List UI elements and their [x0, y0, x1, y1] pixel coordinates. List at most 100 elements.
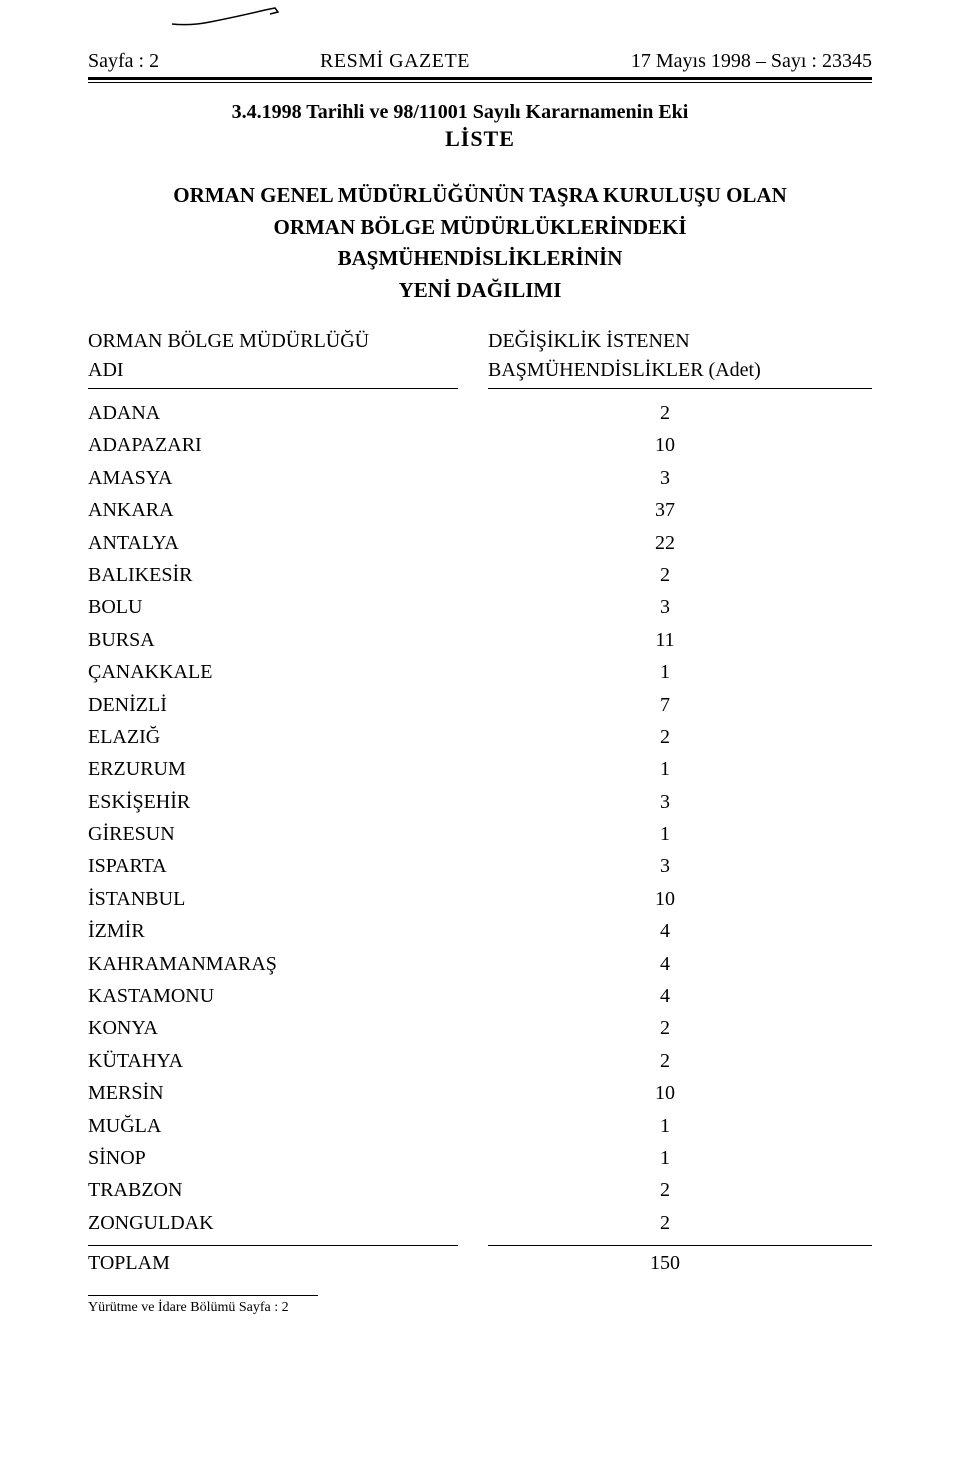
table-row: ADANA2: [88, 397, 872, 429]
province-name: KONYA: [88, 1012, 458, 1044]
main-title-line: ORMAN BÖLGE MÜDÜRLÜKLERİNDEKİ: [88, 212, 872, 244]
province-name: BURSA: [88, 624, 458, 656]
table-row: İZMİR4: [88, 915, 872, 947]
province-name: ELAZIĞ: [88, 721, 458, 753]
province-value: 1: [458, 753, 872, 785]
province-name: İSTANBUL: [88, 883, 458, 915]
liste-title: LİSTE: [88, 126, 872, 152]
province-name: GİRESUN: [88, 818, 458, 850]
province-name: AMASYA: [88, 462, 458, 494]
table-row: ESKİŞEHİR3: [88, 786, 872, 818]
province-value: 22: [458, 527, 872, 559]
table-row: ÇANAKKALE1: [88, 656, 872, 688]
main-title: ORMAN GENEL MÜDÜRLÜĞÜNÜN TAŞRA KURULUŞU …: [88, 180, 872, 306]
province-value: 2: [458, 1174, 872, 1206]
column-header-rule: [88, 388, 872, 389]
page-number-label: Sayfa : 2: [88, 50, 159, 73]
province-value: 2: [458, 559, 872, 591]
province-name: SİNOP: [88, 1142, 458, 1174]
main-title-line: BAŞMÜHENDİSLİKLERİNİN: [88, 243, 872, 275]
province-value: 7: [458, 689, 872, 721]
table-row: GİRESUN1: [88, 818, 872, 850]
table-row: ANTALYA22: [88, 527, 872, 559]
province-name: ESKİŞEHİR: [88, 786, 458, 818]
table-row: KÜTAHYA2: [88, 1045, 872, 1077]
table-row: AMASYA3: [88, 462, 872, 494]
province-name: ANKARA: [88, 494, 458, 526]
province-value: 2: [458, 1012, 872, 1044]
province-value: 2: [458, 397, 872, 429]
table-row: ANKARA37: [88, 494, 872, 526]
decree-subtitle: 3.4.1998 Tarihli ve 98/11001 Sayılı Kara…: [48, 101, 872, 124]
province-name: ERZURUM: [88, 753, 458, 785]
province-name: MERSİN: [88, 1077, 458, 1109]
total-value: 150: [458, 1252, 872, 1275]
province-value: 10: [458, 429, 872, 461]
date-issue: 17 Mayıs 1998 – Sayı : 23345: [631, 50, 872, 73]
province-value: 3: [458, 850, 872, 882]
main-title-line: ORMAN GENEL MÜDÜRLÜĞÜNÜN TAŞRA KURULUŞU …: [88, 180, 872, 212]
province-name: ÇANAKKALE: [88, 656, 458, 688]
province-value: 3: [458, 591, 872, 623]
column-headers-row2: ADI BAŞMÜHENDİSLİKLER (Adet): [88, 359, 872, 382]
table-row: ISPARTA3: [88, 850, 872, 882]
total-rule: [88, 1245, 872, 1246]
table-row: MERSİN10: [88, 1077, 872, 1109]
province-value: 37: [458, 494, 872, 526]
total-row: TOPLAM 150: [88, 1252, 872, 1275]
page-header: Sayfa : 2 RESMİ GAZETE 17 Mayıs 1998 – S…: [88, 50, 872, 73]
table-row: MUĞLA1: [88, 1110, 872, 1142]
province-value: 3: [458, 786, 872, 818]
province-name: ZONGULDAK: [88, 1207, 458, 1239]
province-name: DENİZLİ: [88, 689, 458, 721]
table-row: SİNOP1: [88, 1142, 872, 1174]
table-row: BOLU3: [88, 591, 872, 623]
province-name: MUĞLA: [88, 1110, 458, 1142]
table-row: KAHRAMANMARAŞ4: [88, 948, 872, 980]
column-header-left-line2: ADI: [88, 359, 458, 382]
table-row: ERZURUM1: [88, 753, 872, 785]
province-value: 11: [458, 624, 872, 656]
province-name: KASTAMONU: [88, 980, 458, 1012]
province-value: 2: [458, 1207, 872, 1239]
table-row: ZONGULDAK2: [88, 1207, 872, 1239]
province-name: TRABZON: [88, 1174, 458, 1206]
province-value: 4: [458, 915, 872, 947]
province-name: İZMİR: [88, 915, 458, 947]
main-title-line: YENİ DAĞILIMI: [88, 275, 872, 307]
province-value: 2: [458, 1045, 872, 1077]
province-name: KAHRAMANMARAŞ: [88, 948, 458, 980]
province-value: 10: [458, 883, 872, 915]
province-name: KÜTAHYA: [88, 1045, 458, 1077]
footer-text: Yürütme ve İdare Bölümü Sayfa : 2: [88, 1300, 872, 1316]
column-headers-row1: ORMAN BÖLGE MÜDÜRLÜĞÜ DEĞİŞİKLİK İSTENEN: [88, 330, 872, 353]
table-row: İSTANBUL10: [88, 883, 872, 915]
gazette-name: RESMİ GAZETE: [320, 50, 470, 73]
province-value: 1: [458, 818, 872, 850]
table-row: BALIKESİR2: [88, 559, 872, 591]
province-value: 1: [458, 656, 872, 688]
column-header-right-line1: DEĞİŞİKLİK İSTENEN: [458, 330, 872, 353]
province-value: 2: [458, 721, 872, 753]
footer-rule: [88, 1295, 318, 1296]
table-row: DENİZLİ7: [88, 689, 872, 721]
table-row: BURSA11: [88, 624, 872, 656]
province-name: BOLU: [88, 591, 458, 623]
handwritten-mark: [170, 6, 290, 30]
province-value: 10: [458, 1077, 872, 1109]
province-name: BALIKESİR: [88, 559, 458, 591]
province-name: ADAPAZARI: [88, 429, 458, 461]
province-name: ISPARTA: [88, 850, 458, 882]
header-double-rule: [88, 77, 872, 83]
table-row: ELAZIĞ2: [88, 721, 872, 753]
table-row: TRABZON2: [88, 1174, 872, 1206]
province-name: ANTALYA: [88, 527, 458, 559]
column-header-left-line1: ORMAN BÖLGE MÜDÜRLÜĞÜ: [88, 330, 458, 353]
table-row: KONYA2: [88, 1012, 872, 1044]
province-value: 4: [458, 948, 872, 980]
province-value: 1: [458, 1142, 872, 1174]
province-name: ADANA: [88, 397, 458, 429]
table-row: KASTAMONU4: [88, 980, 872, 1012]
province-value: 4: [458, 980, 872, 1012]
table-row: ADAPAZARI10: [88, 429, 872, 461]
